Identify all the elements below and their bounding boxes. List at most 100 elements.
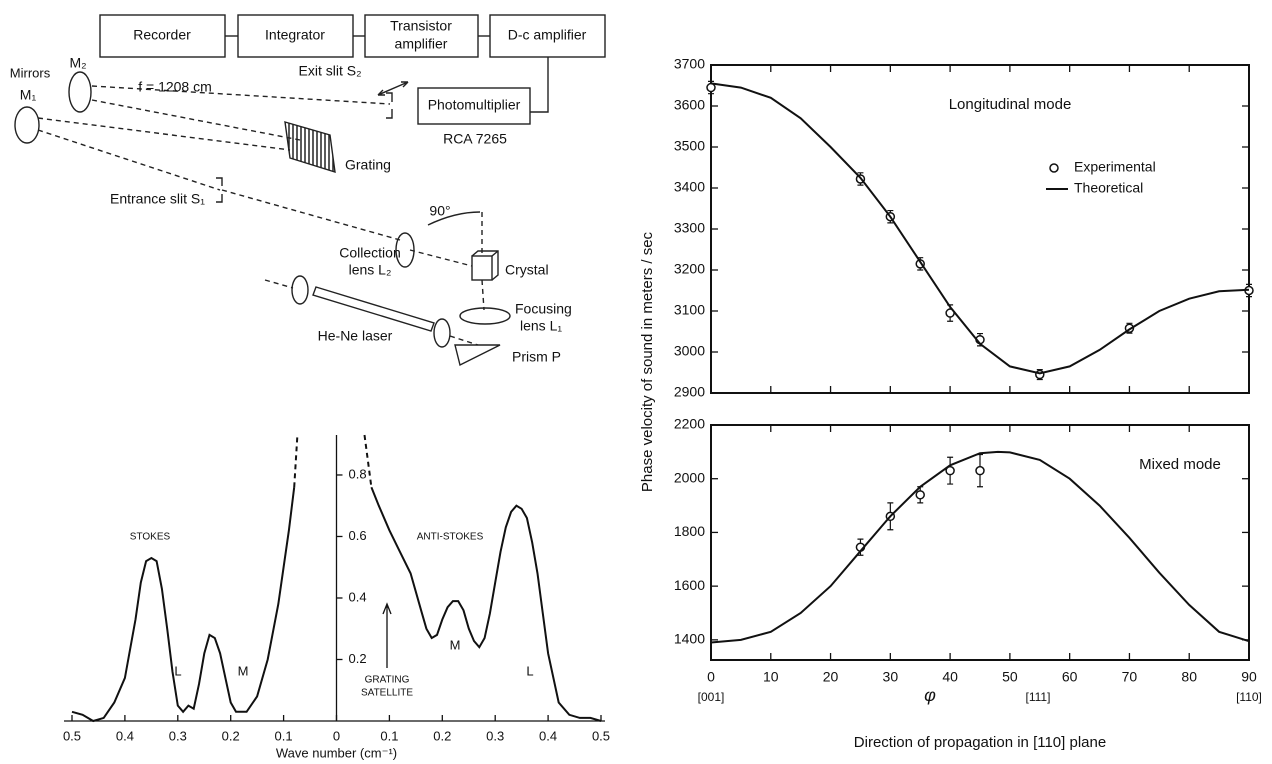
legend-label: Experimental	[1074, 159, 1156, 175]
y-tick-label: 0.4	[349, 589, 367, 604]
annotation: SATELLITE	[361, 688, 413, 699]
x-tick-label: 0	[333, 728, 340, 743]
beam	[37, 117, 291, 151]
curve	[710, 450, 1250, 644]
collection-lens	[395, 232, 415, 268]
direction-label: [001]	[698, 690, 725, 704]
connector	[530, 57, 549, 113]
label: Transistor	[390, 18, 452, 34]
x-tick-label: 40	[942, 669, 958, 685]
y-axis-label: Phase velocity of sound in meters / sec	[639, 231, 656, 492]
label: D-c amplifier	[508, 27, 587, 43]
x-tick-label: 0.2	[222, 728, 240, 743]
y-tick-label: 0.8	[349, 466, 367, 481]
x-tick-label: 50	[1002, 669, 1018, 685]
label: Prism P	[512, 349, 561, 365]
y-tick-label: 0.2	[349, 651, 367, 666]
curve	[71, 487, 296, 723]
x-tick-label: 0.3	[169, 728, 187, 743]
label: RCA 7265	[443, 131, 507, 147]
curve	[710, 82, 1250, 375]
laser-mirror	[433, 318, 451, 348]
label: Exit slit S₂	[299, 63, 362, 79]
x-tick-label: 10	[763, 669, 779, 685]
focusing-lens	[459, 307, 511, 325]
label: Grating	[345, 157, 391, 173]
label: Focusing	[515, 301, 572, 317]
y-tick-label: 1800	[674, 523, 705, 539]
label: Entrance slit S₁	[110, 191, 205, 207]
label: lens L₂	[349, 262, 392, 278]
plot-frame	[710, 424, 1250, 661]
annotation-arrow	[382, 602, 392, 668]
diagram-labels: Recorder Integrator Transistor amplifier…	[10, 18, 587, 365]
y-tick-label: 2200	[674, 416, 705, 432]
panel-label: Longitudinal mode	[949, 96, 1072, 113]
label: f = 1208 cm	[138, 79, 212, 95]
panel-label: Mixed mode	[1139, 456, 1221, 473]
x-tick-label: 30	[883, 669, 899, 685]
beam	[37, 129, 221, 191]
x-symbol: φ	[924, 685, 936, 705]
annotation: L	[174, 663, 181, 678]
y-tick-label: 1400	[674, 631, 705, 647]
label: Mirrors	[10, 65, 51, 80]
mirror	[68, 71, 92, 113]
label: amplifier	[395, 36, 448, 52]
annotation: M	[450, 637, 461, 652]
label: M₁	[20, 87, 37, 103]
x-tick-label: 0.3	[486, 728, 504, 743]
x-tick-label: 0	[707, 669, 715, 685]
beam	[449, 335, 479, 346]
label: Collection	[339, 245, 400, 261]
label: Recorder	[133, 27, 191, 43]
beam	[481, 279, 485, 311]
apparatus-diagram	[14, 14, 606, 367]
photomultiplier-box	[417, 87, 531, 125]
x-tick-label: 60	[1062, 669, 1078, 685]
annotation: L	[526, 663, 533, 678]
y-tick-label: 3400	[674, 179, 705, 195]
data-point	[915, 490, 925, 500]
laser-tube	[312, 286, 435, 332]
x-tick-label: 90	[1241, 669, 1257, 685]
x-tick-label: 0.5	[592, 728, 610, 743]
laser-mirror	[291, 275, 309, 305]
beam	[91, 85, 391, 105]
y-tick-label: 3000	[674, 343, 705, 359]
crystal	[471, 255, 493, 281]
y-tick-label: 3600	[674, 97, 705, 113]
x-tick-label: 20	[823, 669, 839, 685]
prism	[454, 344, 501, 367]
label: Crystal	[505, 262, 549, 278]
legend-label: Theoretical	[1074, 180, 1143, 196]
label: lens L₁	[520, 318, 562, 334]
y-tick-label: 3200	[674, 261, 705, 277]
x-tick-label: 70	[1122, 669, 1138, 685]
y-tick-label: 3300	[674, 220, 705, 236]
mirror	[14, 106, 40, 144]
y-tick-label: 2900	[674, 384, 705, 400]
y-tick-label: 2000	[674, 469, 705, 485]
label: Integrator	[265, 27, 325, 43]
label: 90°	[429, 203, 450, 219]
data-point	[975, 465, 985, 476]
direction-label: [111]	[1026, 690, 1051, 704]
y-tick-label: 3700	[674, 56, 705, 72]
y-tick-label: 1600	[674, 577, 705, 593]
beam	[91, 99, 301, 141]
x-tick-label: 0.4	[116, 728, 134, 743]
entrance-slit	[216, 177, 223, 203]
label: M₂	[69, 55, 86, 71]
annotation: M	[238, 663, 249, 678]
x-axis-label: Direction of propagation in [110] plane	[854, 734, 1106, 751]
slit-arrow	[377, 81, 409, 96]
crystal-edge	[471, 250, 499, 281]
data-point	[945, 465, 955, 476]
curve	[370, 486, 602, 722]
exit-slit	[386, 92, 393, 119]
x-tick-label: 0.1	[380, 728, 398, 743]
annotation: ANTI-STOKES	[417, 532, 484, 543]
beam	[264, 279, 294, 289]
